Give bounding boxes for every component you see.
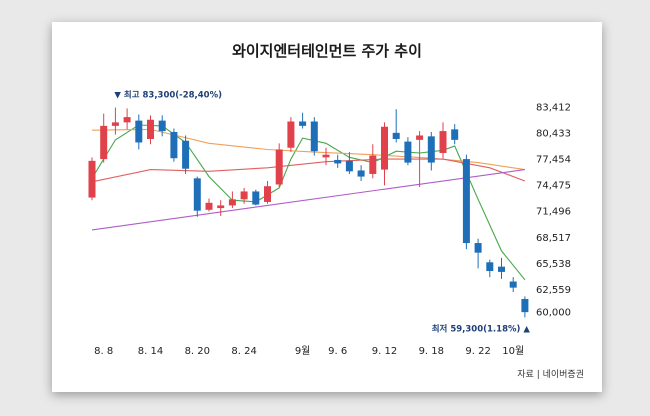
x-tick-label: 9. 12 xyxy=(372,346,397,357)
candle-body xyxy=(404,141,412,163)
candle-body xyxy=(521,299,529,313)
chart-title: 와이지엔터테인먼트 주가 추이 xyxy=(232,42,422,60)
candle-body xyxy=(392,132,400,139)
x-tick-label: 8. 20 xyxy=(185,346,210,357)
candle-body xyxy=(462,159,470,244)
candle-body xyxy=(486,262,494,272)
candle-body xyxy=(205,202,213,210)
candle-body xyxy=(509,281,517,288)
candle-body xyxy=(228,199,236,206)
moving-average-line xyxy=(91,169,525,231)
y-tick-label: 60,000 xyxy=(536,307,571,318)
source-note: 자료 | 네이버증권 xyxy=(517,370,584,380)
candle-body xyxy=(275,149,283,185)
candle-body xyxy=(345,160,353,172)
moving-average-line xyxy=(91,124,526,281)
candle-body xyxy=(369,155,377,174)
candle-body xyxy=(334,159,342,164)
low-annotation: 최저 59,300(1.18%) ▲ xyxy=(432,323,531,334)
candle-body xyxy=(357,170,365,177)
candle-body xyxy=(111,122,119,126)
x-tick-label: 9. 6 xyxy=(328,346,347,357)
x-tick-label: 9. 22 xyxy=(465,346,490,357)
y-tick-label: 68,517 xyxy=(536,233,571,244)
candle-body xyxy=(182,140,190,169)
candle-body xyxy=(158,120,166,132)
candle-body xyxy=(264,186,271,202)
x-tick-label: 8. 14 xyxy=(138,346,163,357)
x-tick-label: 10월 xyxy=(502,345,524,357)
candle-body xyxy=(299,121,307,126)
y-tick-label: 83,412 xyxy=(536,103,571,114)
candle-body xyxy=(252,191,260,205)
stock-chart: 83,412 80,433 77,454 74,475 71,496 68,517 65,5… xyxy=(88,89,571,357)
candle-body xyxy=(381,126,388,170)
candle-body xyxy=(88,160,96,198)
candle-body xyxy=(123,117,131,123)
chart-card: 와이지엔터테인먼트 주가 추이 83,412 80,433 77,454 74,475… xyxy=(52,22,602,392)
candle-body xyxy=(416,135,424,140)
candle-body xyxy=(240,191,248,200)
y-tick-label: 74,475 xyxy=(536,181,571,192)
candle-body xyxy=(474,243,482,253)
candle-body xyxy=(310,121,318,152)
x-tick-label: 9월 xyxy=(295,345,311,357)
high-annotation: ▼ 최고 83,300(-28,40%) xyxy=(114,89,222,100)
y-tick-label: 77,454 xyxy=(536,155,571,166)
candle-body xyxy=(287,121,295,148)
x-tick-label: 8. 8 xyxy=(94,346,113,357)
candle-body xyxy=(193,178,201,211)
y-tick-label: 80,433 xyxy=(536,129,571,140)
candle-body xyxy=(147,119,154,139)
x-tick-label: 9. 18 xyxy=(419,346,444,357)
y-tick-label: 65,538 xyxy=(536,259,571,270)
candle-body xyxy=(100,125,108,160)
candle-body xyxy=(439,131,447,153)
y-tick-label: 62,559 xyxy=(536,285,571,296)
candle-body xyxy=(427,136,435,163)
candle-body xyxy=(451,129,459,140)
candle-body xyxy=(170,131,178,159)
x-tick-label: 8. 24 xyxy=(231,346,256,357)
candle-body xyxy=(135,120,143,143)
candle-body xyxy=(498,266,505,272)
candle-body xyxy=(322,154,330,158)
y-tick-label: 71,496 xyxy=(536,207,571,218)
candle-body xyxy=(217,205,225,209)
